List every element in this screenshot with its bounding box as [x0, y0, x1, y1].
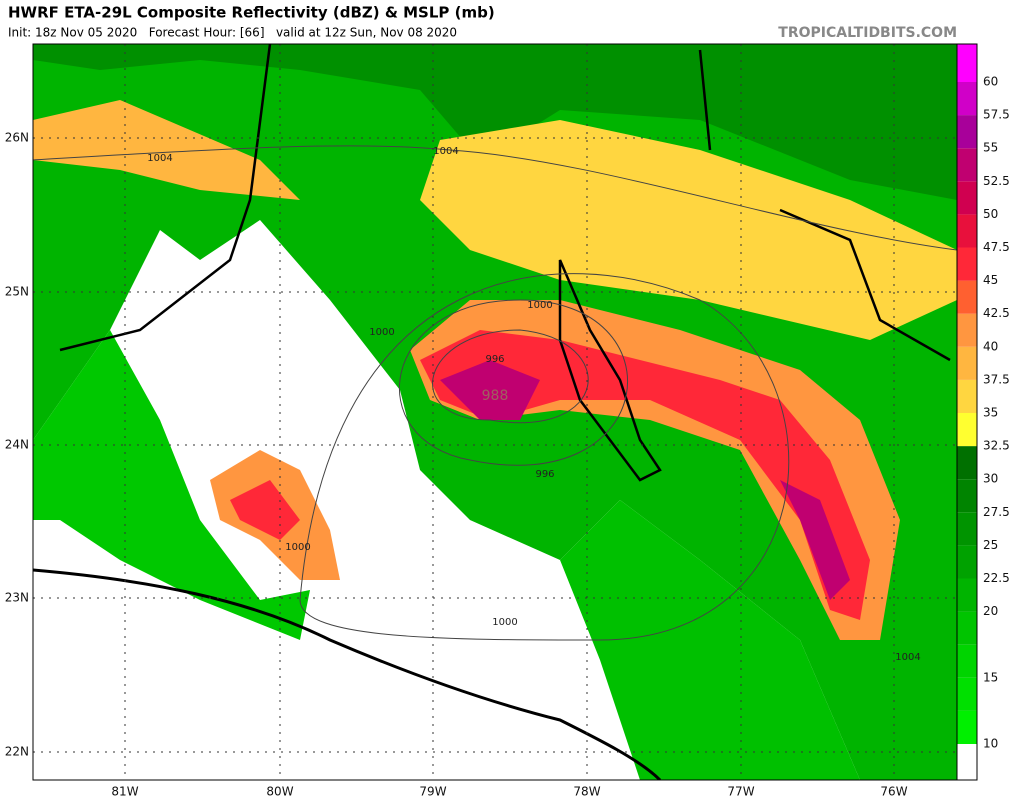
- isobar-label: 1000: [527, 300, 552, 311]
- isobar-label: 1004: [895, 652, 920, 663]
- colorbar-band: [957, 280, 977, 314]
- colorbar-label: 25: [983, 538, 998, 552]
- colorbar-band: [957, 644, 977, 678]
- colorbar-band: [957, 479, 977, 513]
- colorbar-band: [957, 247, 977, 281]
- lon-label: 79W: [419, 785, 446, 799]
- colorbar-band: [957, 82, 977, 116]
- colorbar-band: [957, 512, 977, 546]
- colorbar-label: 22.5: [983, 571, 1010, 585]
- isobar-label: 1000: [369, 327, 394, 338]
- colorbar-label: 30: [983, 472, 998, 486]
- colorbar-band: [957, 710, 977, 744]
- colorbar-label: 47.5: [983, 240, 1010, 254]
- colorbar-band: [957, 611, 977, 645]
- colorbar-label: 27.5: [983, 505, 1010, 519]
- colorbar-label: 10: [983, 737, 998, 751]
- isobar-label: 1000: [285, 542, 310, 553]
- lon-label: 77W: [727, 785, 754, 799]
- source: TROPICALTIDBITS.COM: [778, 25, 957, 41]
- colorbar-band: [957, 413, 977, 447]
- colorbar-label: 60: [983, 75, 998, 89]
- colorbar-band: [957, 214, 977, 248]
- colorbar-label: 55: [983, 141, 998, 155]
- isobar-label: 988: [482, 388, 509, 404]
- lat-label: 25N: [5, 285, 29, 299]
- isobar-label: 1004: [433, 146, 458, 157]
- lon-label: 80W: [266, 785, 293, 799]
- lat-label: 26N: [5, 131, 29, 145]
- title: HWRF ETA-29L Composite Reflectivity (dBZ…: [8, 4, 495, 22]
- colorbar-band: [957, 115, 977, 149]
- lat-label: 23N: [5, 591, 29, 605]
- map-area: [32, 43, 958, 781]
- lon-label: 78W: [573, 785, 600, 799]
- colorbar-band: [957, 346, 977, 380]
- colorbar-label: 35: [983, 406, 998, 420]
- colorbar-label: 57.5: [983, 108, 1010, 122]
- colorbar-band: [957, 181, 977, 215]
- colorbar-label: 15: [983, 670, 998, 684]
- colorbar-label: 32.5: [983, 439, 1010, 453]
- colorbar-label: 45: [983, 273, 998, 287]
- isobar-label: 1000: [492, 617, 517, 628]
- colorbar-band: [957, 545, 977, 579]
- lat-label: 22N: [5, 745, 29, 759]
- colorbar-band: [957, 677, 977, 711]
- colorbar-label: 20: [983, 604, 998, 618]
- colorbar-band: [957, 44, 977, 82]
- colorbar-band: [957, 313, 977, 347]
- subtitle: Init: 18z Nov 05 2020 Forecast Hour: [66…: [8, 26, 457, 40]
- colorbar-band: [957, 379, 977, 413]
- lat-label: 24N: [5, 438, 29, 452]
- colorbar-band: [957, 446, 977, 480]
- colorbar-frame: [956, 43, 978, 781]
- colorbar-label: 37.5: [983, 372, 1010, 386]
- colorbar-label: 40: [983, 339, 998, 353]
- colorbar-label: 50: [983, 207, 998, 221]
- colorbar-label: 52.5: [983, 174, 1010, 188]
- isobar-label: 1004: [147, 153, 172, 164]
- isobar-label: 996: [535, 469, 554, 480]
- lon-label: 76W: [880, 785, 907, 799]
- colorbar-band: [957, 578, 977, 612]
- lon-label: 81W: [111, 785, 138, 799]
- colorbar-label: 42.5: [983, 306, 1010, 320]
- isobar-label: 996: [485, 354, 504, 365]
- colorbar-band: [957, 148, 977, 182]
